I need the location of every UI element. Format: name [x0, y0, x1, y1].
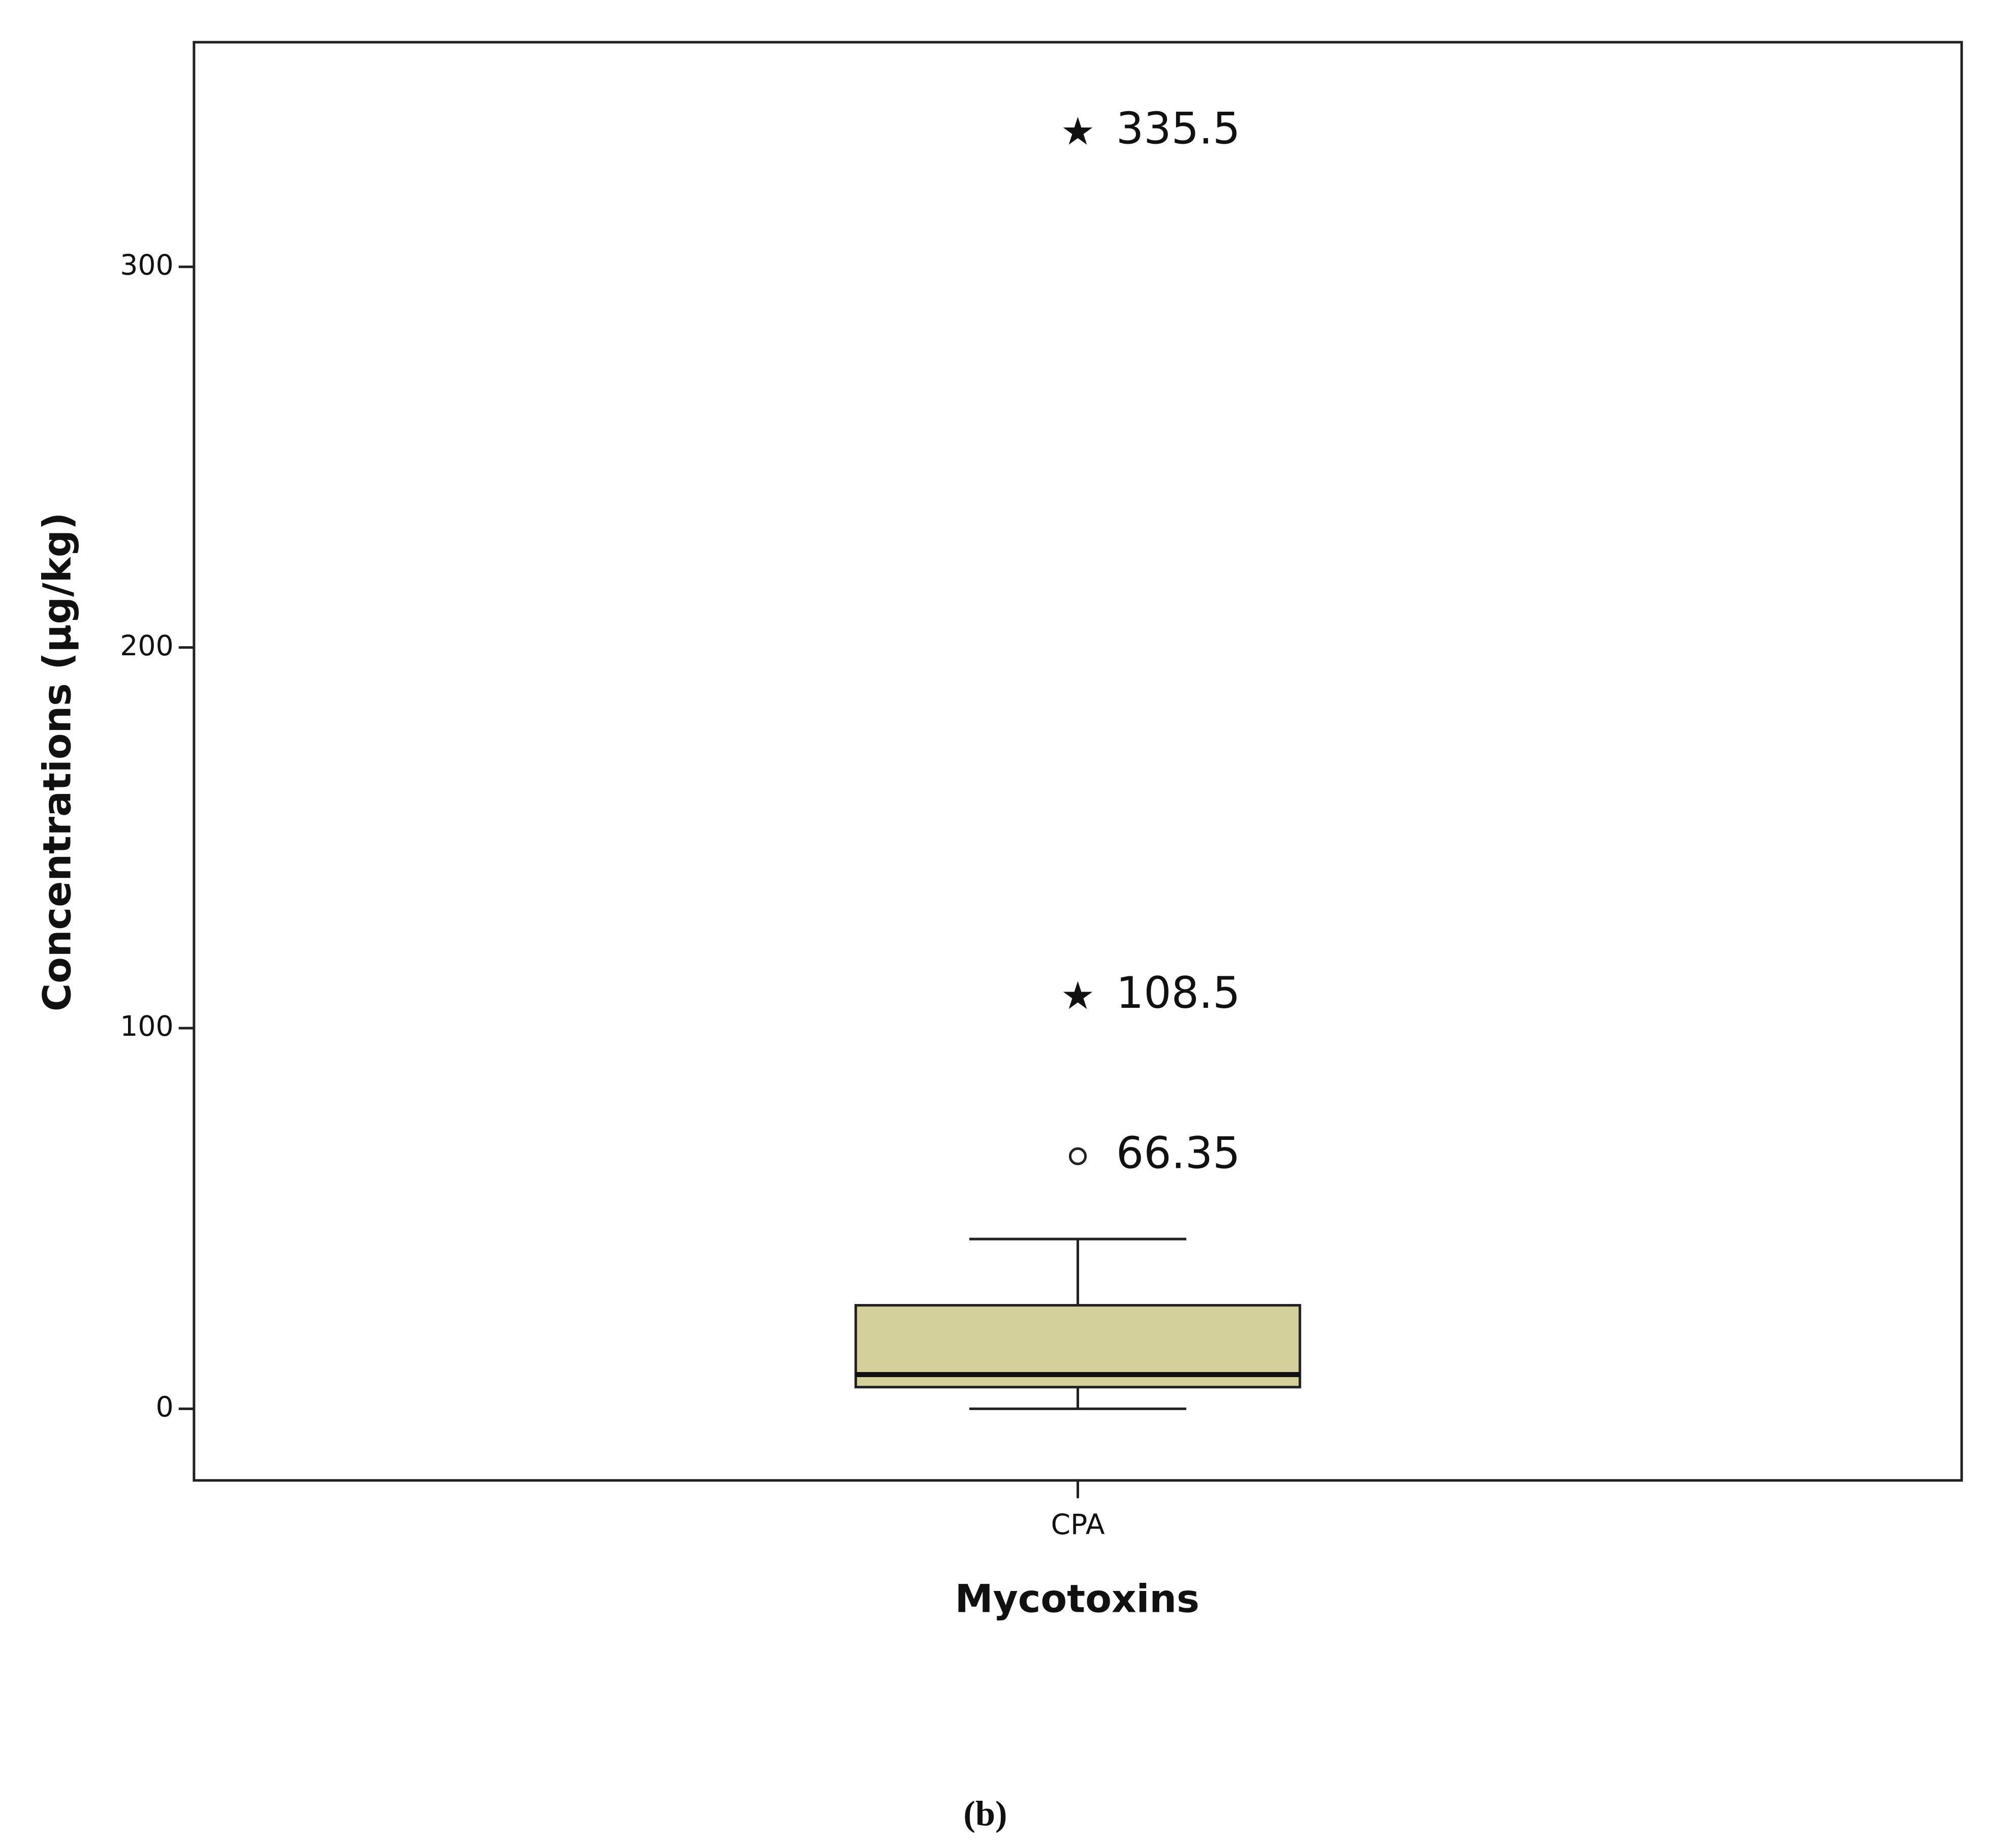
outlier [1068, 1147, 1087, 1165]
y-tick-label: 300 [120, 249, 173, 281]
x-axis-label: Mycotoxins [955, 1576, 1199, 1621]
outlier-label: 66.35 [1116, 1129, 1241, 1179]
outlier: ★ [1061, 109, 1095, 154]
y-tick-label: 200 [120, 630, 173, 662]
outlier-label: 335.5 [1116, 104, 1241, 154]
y-tick-label: 0 [156, 1391, 174, 1424]
outlier: ★ [1061, 973, 1095, 1018]
y-axis-label: Concentrations (µg/kg) [35, 513, 80, 1011]
y-tick-label: 100 [120, 1010, 173, 1043]
caption: (b) [963, 1794, 1007, 1834]
outlier-label: 108.5 [1116, 968, 1241, 1018]
x-tick-label: CPA [1051, 1509, 1104, 1541]
